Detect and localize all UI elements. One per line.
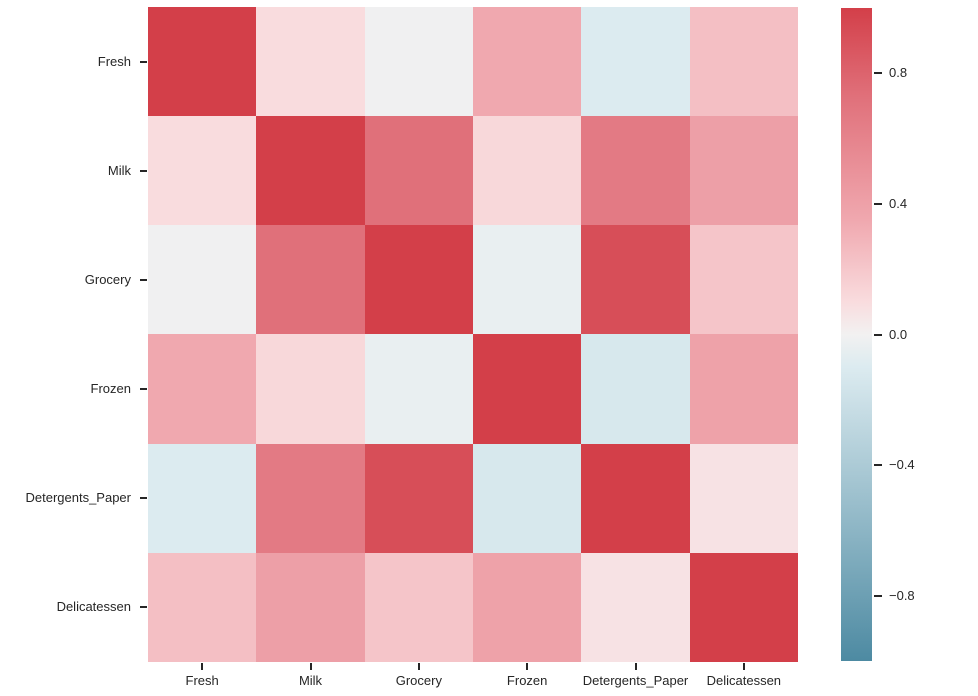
colorbar-tick-mark <box>874 72 882 75</box>
y-tick-label-Frozen: Frozen <box>90 381 131 397</box>
x-tick-mark <box>634 663 637 670</box>
heatmap-cell-Delicatessen-Fresh <box>148 552 257 662</box>
heatmap-cell-Grocery-Frozen <box>473 225 582 335</box>
colorbar-tick-label: 0.0 <box>889 326 908 342</box>
heatmap-cell-Frozen-Fresh <box>148 334 257 444</box>
heatmap-cell-Frozen-Milk <box>256 334 365 444</box>
x-tick-label-Fresh: Fresh <box>185 673 219 688</box>
heatmap-cell-Detergents_Paper-Detergents_Paper <box>581 443 690 553</box>
colorbar-tick-label: 0.4 <box>889 195 908 211</box>
x-tick-label-Milk: Milk <box>298 673 323 688</box>
x-tick-mark <box>201 663 204 670</box>
y-tick-label-Grocery: Grocery <box>84 271 131 287</box>
heatmap-cell-Delicatessen-Milk <box>256 552 365 662</box>
x-tick-label-Frozen: Frozen <box>506 673 548 688</box>
heatmap-cell-Grocery-Detergents_Paper <box>581 225 690 335</box>
colorbar-tick-mark <box>874 464 882 467</box>
heatmap-cell-Detergents_Paper-Delicatessen <box>689 443 798 553</box>
x-tick-label-Grocery: Grocery <box>395 673 442 688</box>
colorbar-tick-mark <box>874 594 882 597</box>
y-tick-label-Delicatessen: Delicatessen <box>56 599 131 615</box>
heatmap-cell-Delicatessen-Grocery <box>364 552 473 662</box>
heatmap-cell-Delicatessen-Delicatessen <box>689 552 798 662</box>
heatmap-cell-Frozen-Detergents_Paper <box>581 334 690 444</box>
x-tick-label-Delicatessen: Delicatessen <box>706 673 782 688</box>
y-tick-mark <box>140 388 147 391</box>
heatmap-cell-Grocery-Milk <box>256 225 365 335</box>
colorbar-tick-label: 0.8 <box>889 65 908 81</box>
heatmap-cell-Delicatessen-Frozen <box>473 552 582 662</box>
heatmap-cell-Grocery-Fresh <box>148 225 257 335</box>
heatmap-cell-Milk-Grocery <box>364 116 473 226</box>
heatmap-cell-Frozen-Grocery <box>364 334 473 444</box>
heatmap-cell-Frozen-Frozen <box>473 334 582 444</box>
colorbar-tick-mark <box>874 333 882 336</box>
heatmap-cell-Frozen-Delicatessen <box>689 334 798 444</box>
heatmap-cell-Grocery-Grocery <box>364 225 473 335</box>
colorbar-tick-label: −0.4 <box>889 457 915 473</box>
x-tick-mark <box>526 663 529 670</box>
colorbar-gradient <box>841 8 872 661</box>
y-tick-label-Fresh: Fresh <box>97 53 131 69</box>
colorbar-tick-label: −0.8 <box>889 587 915 603</box>
heatmap-cell-Fresh-Delicatessen <box>689 7 798 117</box>
heatmap-cell-Fresh-Frozen <box>473 7 582 117</box>
heatmap-cell-Fresh-Detergents_Paper <box>581 7 690 117</box>
heatmap-cell-Milk-Frozen <box>473 116 582 226</box>
heatmap-grid <box>148 7 798 662</box>
heatmap-cell-Fresh-Milk <box>256 7 365 117</box>
heatmap-cell-Milk-Detergents_Paper <box>581 116 690 226</box>
x-tick-mark <box>417 663 420 670</box>
heatmap-cell-Detergents_Paper-Frozen <box>473 443 582 553</box>
heatmap-cell-Detergents_Paper-Grocery <box>364 443 473 553</box>
heatmap-cell-Fresh-Grocery <box>364 7 473 117</box>
heatmap-cell-Milk-Delicatessen <box>689 116 798 226</box>
y-tick-mark <box>140 606 147 609</box>
y-tick-label-Detergents_Paper: Detergents_Paper <box>25 490 131 506</box>
heatmap-cell-Detergents_Paper-Milk <box>256 443 365 553</box>
heatmap-cell-Milk-Fresh <box>148 116 257 226</box>
y-tick-mark <box>140 497 147 500</box>
x-tick-label-Detergents_Paper: Detergents_Paper <box>582 673 689 688</box>
heatmap-cell-Detergents_Paper-Fresh <box>148 443 257 553</box>
heatmap-cell-Fresh-Fresh <box>148 7 257 117</box>
colorbar-tick-mark <box>874 202 882 205</box>
x-tick-mark <box>309 663 312 670</box>
heatmap-cell-Grocery-Delicatessen <box>689 225 798 335</box>
y-tick-mark <box>140 60 147 63</box>
y-tick-mark <box>140 169 147 172</box>
x-tick-mark <box>742 663 745 670</box>
heatmap-cell-Delicatessen-Detergents_Paper <box>581 552 690 662</box>
y-tick-label-Milk: Milk <box>107 162 131 178</box>
y-tick-mark <box>140 278 147 281</box>
heatmap-cell-Milk-Milk <box>256 116 365 226</box>
